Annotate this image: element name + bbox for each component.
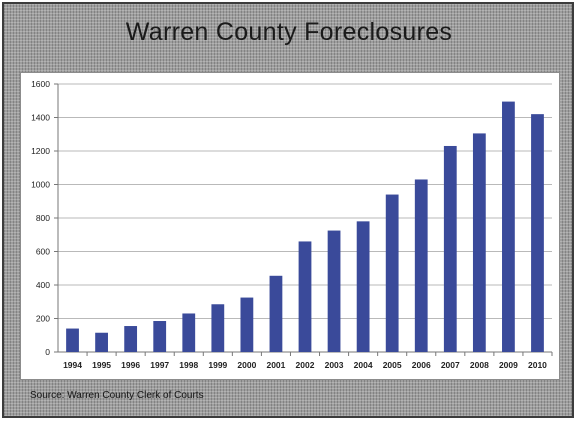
x-tick-label: 1997 — [150, 360, 169, 370]
x-tick-label: 2006 — [412, 360, 431, 370]
x-tick-label: 1998 — [179, 360, 198, 370]
bar-2003 — [327, 230, 341, 352]
bar-1997 — [153, 321, 167, 352]
y-tick-label: 1400 — [31, 113, 50, 123]
bar-2006 — [414, 179, 428, 352]
x-tick-label: 2001 — [266, 360, 285, 370]
bar-2005 — [385, 194, 399, 352]
x-tick-label: 2009 — [499, 360, 518, 370]
x-tick-label: 2005 — [383, 360, 402, 370]
bar-1998 — [182, 313, 196, 352]
y-tick-label: 1000 — [31, 180, 50, 190]
y-tick-label: 800 — [36, 213, 50, 223]
bar-1994 — [66, 328, 79, 352]
x-tick-label: 2000 — [237, 360, 256, 370]
y-tick-label: 0 — [45, 347, 50, 357]
x-tick-label: 1994 — [63, 360, 82, 370]
plot-panel — [20, 72, 560, 380]
x-tick-label: 1996 — [121, 360, 140, 370]
x-tick-label: 2004 — [354, 360, 373, 370]
x-tick-label: 2002 — [296, 360, 315, 370]
bar-2001 — [269, 275, 283, 352]
x-tick-label: 1999 — [208, 360, 227, 370]
bar-2002 — [298, 241, 312, 352]
chart-title: Warren County Foreclosures — [125, 18, 453, 46]
bar-1996 — [124, 326, 138, 352]
bar-1999 — [211, 304, 225, 352]
bar-2004 — [356, 221, 370, 352]
y-tick-label: 600 — [36, 247, 50, 257]
bar-2009 — [502, 101, 515, 353]
y-tick-label: 1600 — [31, 79, 50, 89]
x-tick-label: 2003 — [325, 360, 344, 370]
y-tick-label: 400 — [36, 280, 50, 290]
y-tick-label: 1200 — [31, 146, 50, 156]
y-tick-label: 200 — [36, 314, 50, 324]
bar-2010 — [531, 114, 544, 353]
x-tick-label: 2008 — [470, 360, 489, 370]
x-tick-label: 1995 — [92, 360, 111, 370]
bar-2000 — [240, 297, 254, 352]
x-tick-label: 2007 — [441, 360, 460, 370]
bar-1995 — [95, 332, 108, 352]
bar-2008 — [472, 133, 486, 352]
x-tick-label: 2010 — [528, 360, 547, 370]
bar-2007 — [443, 145, 457, 352]
source-note: Source: Warren County Clerk of Courts — [30, 390, 204, 401]
